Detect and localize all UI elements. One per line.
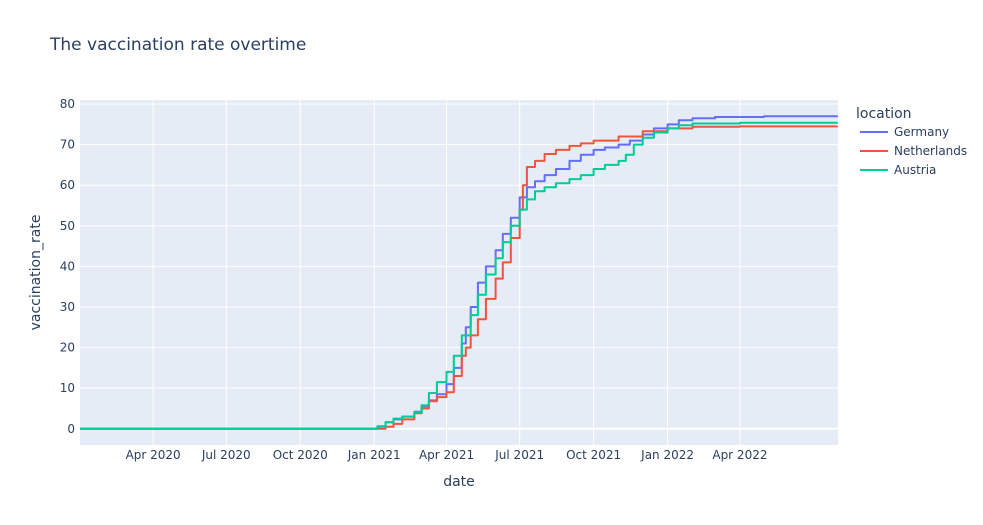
legend-item-austria[interactable]: Austria <box>894 163 936 177</box>
series-line-austria[interactable] <box>80 121 839 430</box>
x-axis-title: date <box>443 474 475 490</box>
y-tick-label: 60 <box>60 178 75 192</box>
x-tick-label: Apr 2022 <box>712 448 767 462</box>
y-tick-label: 0 <box>67 422 75 436</box>
chart-title: The vaccination rate overtime <box>49 35 306 55</box>
legend-title: location <box>856 106 912 122</box>
y-tick-label: 70 <box>60 138 75 152</box>
x-axis: Apr 2020 Jul 2020 Oct 2020 Jan 2021 Apr 2021… <box>126 448 768 462</box>
y-tick-label: 10 <box>60 381 75 395</box>
y-tick-label: 40 <box>60 259 75 273</box>
y-tick-label: 20 <box>60 341 75 355</box>
x-tick-label: Oct 2020 <box>273 448 328 462</box>
x-tick-label: Jan 2021 <box>347 448 401 462</box>
plot-area <box>80 100 838 445</box>
y-axis: 0 10 20 30 40 50 60 70 80 <box>60 97 75 436</box>
y-tick-label: 80 <box>60 97 75 111</box>
x-tick-label: Jul 2020 <box>201 448 251 462</box>
y-tick-label: 30 <box>60 300 75 314</box>
legend-item-germany[interactable]: Germany <box>894 125 949 139</box>
x-tick-label: Jul 2021 <box>494 448 544 462</box>
legend[interactable]: location Germany Netherlands Austria <box>856 106 967 177</box>
y-axis-title: vaccination_rate <box>28 215 44 331</box>
legend-item-netherlands[interactable]: Netherlands <box>894 144 967 158</box>
y-tick-label: 50 <box>60 219 75 233</box>
x-tick-label: Jan 2022 <box>640 448 694 462</box>
x-tick-label: Oct 2021 <box>566 448 621 462</box>
x-tick-label: Apr 2021 <box>419 448 474 462</box>
series-layer <box>80 115 839 430</box>
x-tick-label: Apr 2020 <box>126 448 181 462</box>
